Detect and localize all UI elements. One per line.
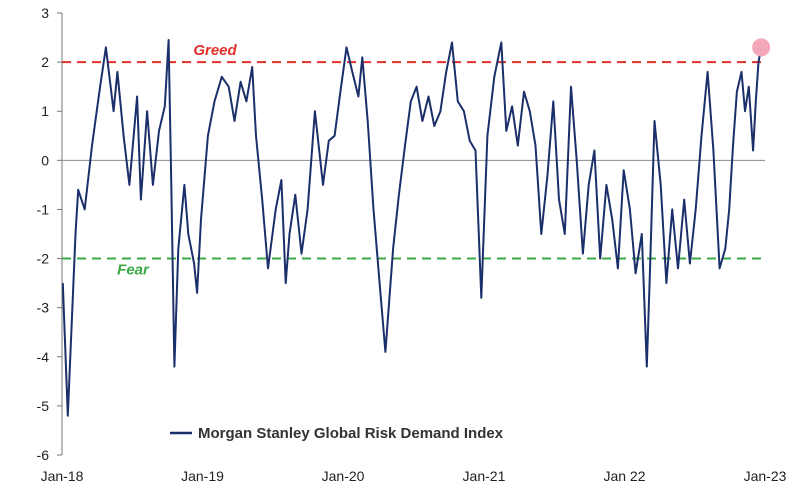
y-tick-label: 2 [41,54,49,70]
x-tick-label: Jan 22 [603,468,645,484]
reference-lines: Greed Fear [62,42,765,279]
x-tick-label: Jan-20 [322,468,365,484]
y-tick-label: -4 [37,349,50,365]
legend-label: Morgan Stanley Global Risk Demand Index [198,425,504,442]
axes-group: 3 2 1 0 -1 -2 -3 -4 -5 -6 Jan-18 Jan-19 Jan-20 Jan-21… [37,5,787,484]
reference-label-greed: Greed [193,42,237,59]
y-tick-label: -1 [37,201,50,217]
y-tick-label: -6 [37,447,50,463]
legend: Morgan Stanley Global Risk Demand Index [170,425,504,442]
reference-label-fear: Fear [117,262,150,279]
x-tick-label: Jan-19 [181,468,224,484]
y-tick-label: 0 [41,152,49,168]
x-tick-label: Jan-23 [744,468,787,484]
y-tick-label: 3 [41,5,49,21]
y-tick-label: -3 [37,300,50,316]
y-tick-label: -5 [37,398,50,414]
latest-point-highlight [752,38,771,57]
x-tick-label: Jan-21 [463,468,506,484]
series-line [61,39,763,417]
series-group [61,38,771,417]
x-tick-label: Jan-18 [41,468,84,484]
y-tick-label: -2 [37,251,50,267]
y-tick-label: 1 [41,103,49,119]
